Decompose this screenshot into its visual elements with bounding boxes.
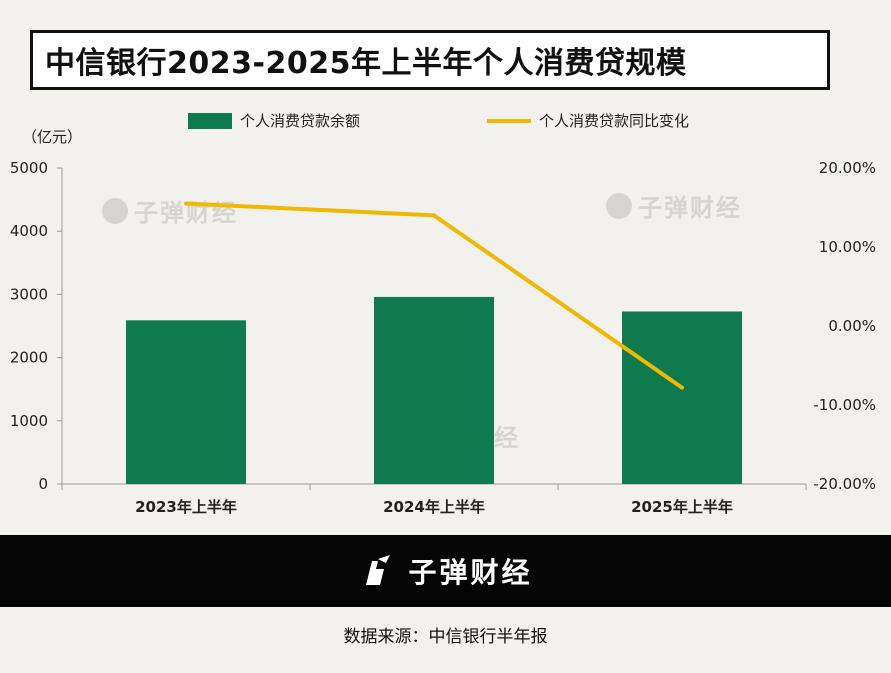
y-tick-label: 0 [38,475,48,493]
y-tick-label: 5000 [10,159,48,177]
legend-item-bar: 个人消费贷款余额 [188,110,360,131]
y2-tick-label: -10.00% [813,396,876,414]
data-source: 数据来源：中信银行半年报 [343,627,548,647]
line-point [680,385,684,390]
line-point [432,213,436,218]
watermark-logo-icon [102,197,128,224]
y-tick-label: 3000 [10,285,48,303]
legend-label-bar: 个人消费贷款余额 [240,112,361,130]
combo-chart: 0 1000 2000 3000 4000 5000 -20.00% -10.00% 0.00%… [10,159,876,516]
bar [374,296,494,484]
brand-logo-icon [366,555,391,585]
y-tick-label: 4000 [10,222,48,240]
title-box: 中信银行2023-2025年上半年个人消费贷规模 [30,30,830,90]
line-point [184,201,188,206]
bar [126,320,246,484]
footer-brand-name: 子弹财经 [408,556,533,589]
legend-label-line: 个人消费贷款同比变化 [539,112,690,130]
chart-title: 中信银行2023-2025年上半年个人消费贷规模 [45,46,687,81]
bar [622,311,742,484]
y2-tick-label: 20.00% [819,159,876,177]
watermark: 子弹财经 [604,188,742,223]
y-tick-label: 2000 [10,349,48,367]
y-tick-label: 1000 [10,412,48,430]
legend-swatch-bar [188,112,232,129]
x-tick-label: 2024年上半年 [383,498,485,516]
y-axis-unit-label: （亿元） [22,128,83,146]
footer-band: 子弹财经 [0,535,891,607]
legend-swatch-line [487,118,531,123]
x-tick-label: 2023年上半年 [135,498,237,516]
legend-item-line: 个人消费贷款同比变化 [487,110,689,131]
y2-tick-label: 0.00% [828,317,876,335]
x-tick-label: 2025年上半年 [631,498,733,516]
y2-tick-label: -20.00% [813,475,876,493]
y2-tick-label: 10.00% [819,238,876,256]
watermark-logo-icon [606,192,632,219]
legend: 个人消费贷款余额 个人消费贷款同比变化 [0,108,891,134]
